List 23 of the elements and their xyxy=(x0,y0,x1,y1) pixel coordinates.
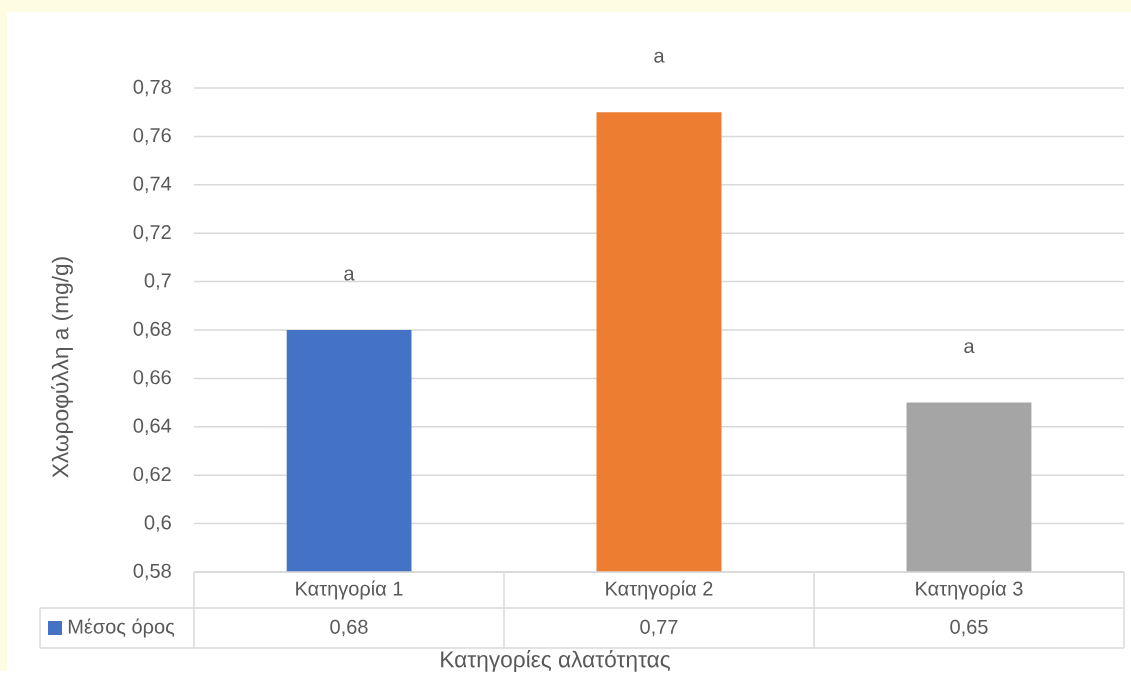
x-tick-label: Κατηγορία 3 xyxy=(916,580,1023,600)
y-tick-label: 0,7 xyxy=(144,273,171,290)
y-axis-title: Χλωροφύλλη a (mg/g) xyxy=(51,257,73,478)
y-tick-label: 0,64 xyxy=(133,418,172,435)
x-tick-label: Κατηγορία 2 xyxy=(606,580,713,600)
legend-label: Μέσος όρος xyxy=(68,618,175,638)
y-tick-label: 0,68 xyxy=(133,321,171,339)
y-tick-label: 0,6 xyxy=(144,515,171,532)
y-tick-label: 0,74 xyxy=(133,176,172,193)
data-label: 0,68 xyxy=(330,619,368,637)
annotation: a xyxy=(964,341,975,353)
y-tick-label: 0,78 xyxy=(133,79,171,97)
x-axis-title: Κατηγορίες αλατότητας xyxy=(441,649,670,672)
y-tick-label: 0,76 xyxy=(133,127,171,145)
text: a xyxy=(654,51,665,63)
data-label: 0,77 xyxy=(640,619,678,637)
y-tick-label: 0,58 xyxy=(133,563,171,581)
x-tick-label: Κατηγορία 1 xyxy=(296,580,403,600)
data-label: 0,65 xyxy=(950,619,988,637)
y-tick-label: 0,62 xyxy=(133,466,171,484)
y-tick-label: 0,66 xyxy=(133,369,171,387)
y-tick-label: 0,72 xyxy=(133,224,171,242)
annotation: a xyxy=(344,269,355,281)
